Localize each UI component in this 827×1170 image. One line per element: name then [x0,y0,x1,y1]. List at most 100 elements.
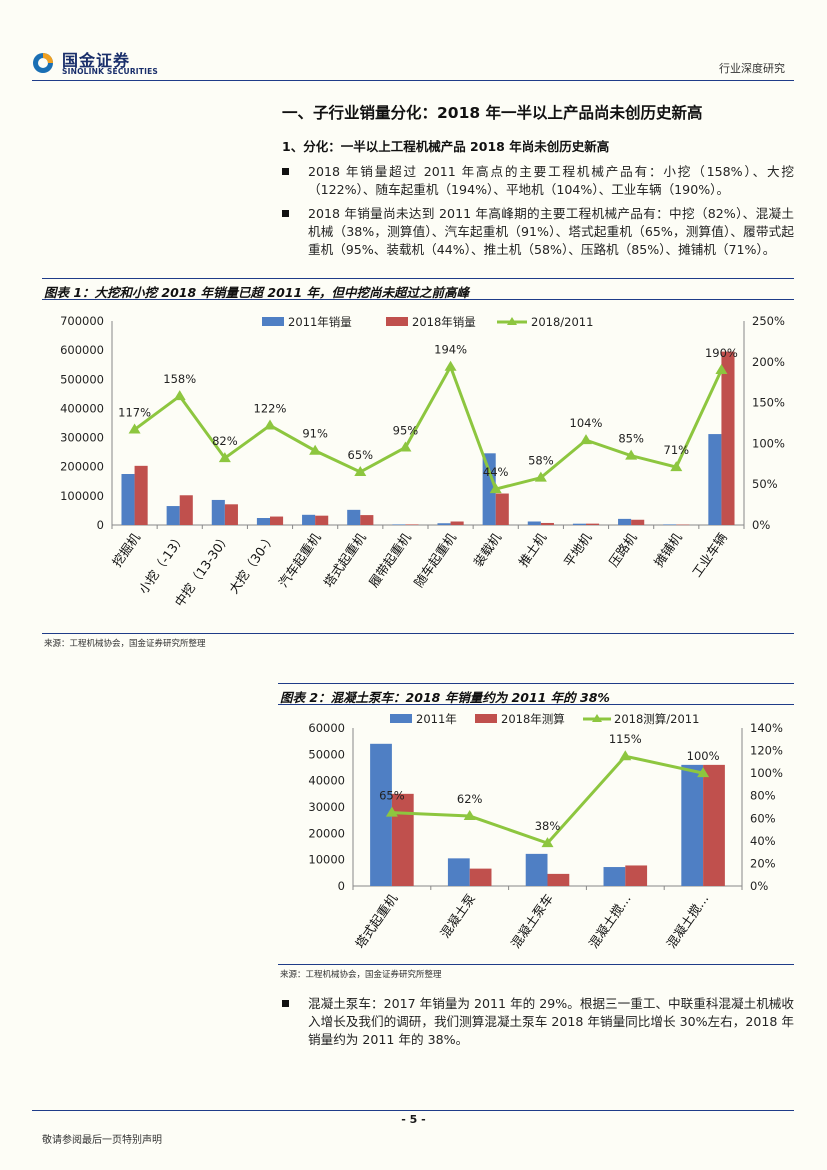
y-tick-label-right: 0% [752,518,770,532]
ratio-point-label: 91% [302,427,328,441]
logo-subtext: SINOLINK SECURITIES [62,67,159,76]
bar-b [469,868,492,886]
legend-marker-ratio [507,317,517,325]
bar-a [302,514,316,525]
legend-label: 2011年 [416,712,457,726]
bar-a [527,521,541,525]
figure2-title: 图表 2：混凝土泵车：2018 年销量约为 2011 年的 38% [280,690,610,705]
ratio-point-label: 58% [528,454,554,468]
legend-marker-ratio [592,714,602,722]
y-tick-label-left: 200000 [60,460,104,474]
bar-a [121,474,135,525]
bar-a [603,867,626,886]
bar-a [437,523,451,525]
bar-a [618,518,632,525]
bar-b [721,351,735,525]
x-category-label: 混凝土泵 [437,891,478,941]
y-tick-label-right: 80% [750,789,776,803]
ratio-marker [541,837,554,848]
bar-b [586,523,600,525]
ratio-marker [463,810,476,821]
x-category-label: 塔式起重机 [352,891,400,951]
y-tick-label-right: 140% [750,721,783,735]
legend-label: 2018测算/2011 [614,712,699,726]
x-category-label: 混凝土泵车 [508,891,556,951]
ratio-marker [625,449,638,460]
bar-a [392,524,406,525]
y-tick-label-left: 0 [97,518,104,532]
bullet-item: 2018 年销量尚未达到 2011 年高峰期的主要工程机械产品有：中挖（82%）… [282,205,794,259]
x-category-label: 小挖（-13） [135,530,188,596]
ratio-marker [670,461,683,472]
legend-label: 2011年销量 [288,315,352,329]
bar-b [547,873,570,886]
ratio-point-label: 71% [664,443,690,457]
ratio-point-label: 158% [163,372,196,386]
bar-b [134,465,148,525]
y-tick-label-right: 200% [752,355,785,369]
y-tick-label-left: 0 [338,879,345,893]
figure1-title: 图表 1：大挖和小挖 2018 年销量已超 2011 年，但中挖尚未超过之前高峰 [44,285,470,300]
figure2-source: 来源：工程机械协会，国金证券研究所整理 [280,970,442,980]
bar-b [703,764,725,886]
ratio-point-label: 100% [687,749,720,763]
ratio-marker [697,767,710,778]
ratio-point-label: 190% [705,346,738,360]
y-tick-label-right: 120% [750,744,783,758]
bar-a [708,434,722,525]
x-category-label: 装载机 [470,530,504,570]
ratio-marker [489,483,502,494]
y-tick-label-left: 400000 [60,401,104,415]
bar-a [347,509,361,525]
ratio-marker [354,465,367,476]
bar-a [211,499,225,525]
y-tick-label-right: 20% [750,856,776,870]
legend-swatch-2018 [386,317,408,326]
ratio-point-label: 95% [393,423,419,437]
y-tick-label-left: 40000 [308,774,345,788]
y-tick-label-left: 300000 [60,431,104,445]
bar-b [631,519,645,525]
bar-a [482,453,496,525]
x-category-label: 挖掘机 [109,530,143,570]
y-tick-label-right: 100% [750,766,783,780]
legend-swatch-2011 [262,317,284,326]
ratio-marker [309,444,322,455]
x-category-label: 平地机 [561,530,595,570]
ratio-marker [399,441,412,452]
ratio-point-label: 82% [212,434,238,448]
header-rule [32,80,794,81]
x-category-label: 随车起重机 [411,530,459,590]
ratio-point-label: 38% [535,819,561,833]
section-subtitle: 1、分化：一半以上工程机械产品 2018 年尚未创历史新高 [282,139,610,154]
y-tick-label-left: 50000 [308,747,345,761]
bar-b [270,516,284,525]
ratio-marker [173,390,186,401]
y-tick-label-right: 40% [750,834,776,848]
legend-swatch-2011 [390,714,412,723]
y-tick-label-left: 500000 [60,372,104,386]
logo-text: 国金证券 [62,51,131,70]
ratio-marker [128,423,141,434]
x-category-label: 汽车起重机 [275,530,323,590]
figure1-source: 来源：工程机械协会，国金证券研究所整理 [44,639,206,649]
y-tick-label-left: 600000 [60,343,104,357]
y-tick-label-right: 60% [750,811,776,825]
x-category-label: 混凝土搅… [586,891,634,951]
legend-swatch-2018 [475,714,497,723]
bar-a [681,764,704,886]
y-tick-label-left: 100000 [60,489,104,503]
legend-label: 2018/2011 [531,315,593,329]
legend-label: 2018年测算 [501,712,565,726]
ratio-marker [218,452,231,463]
legend-label: 2018年销量 [412,315,476,329]
footer-rule [32,1110,794,1111]
y-tick-label-left: 700000 [60,314,104,328]
bar-a [256,518,270,525]
ratio-marker [444,360,457,371]
y-tick-label-right: 150% [752,396,785,410]
ratio-point-label: 85% [618,432,644,446]
bar-b [625,865,648,886]
figure1-chart: 2011年销量 2018年销量 2018/2011 0 100000 200000 3… [60,314,785,609]
y-tick-label-left: 30000 [308,800,345,814]
